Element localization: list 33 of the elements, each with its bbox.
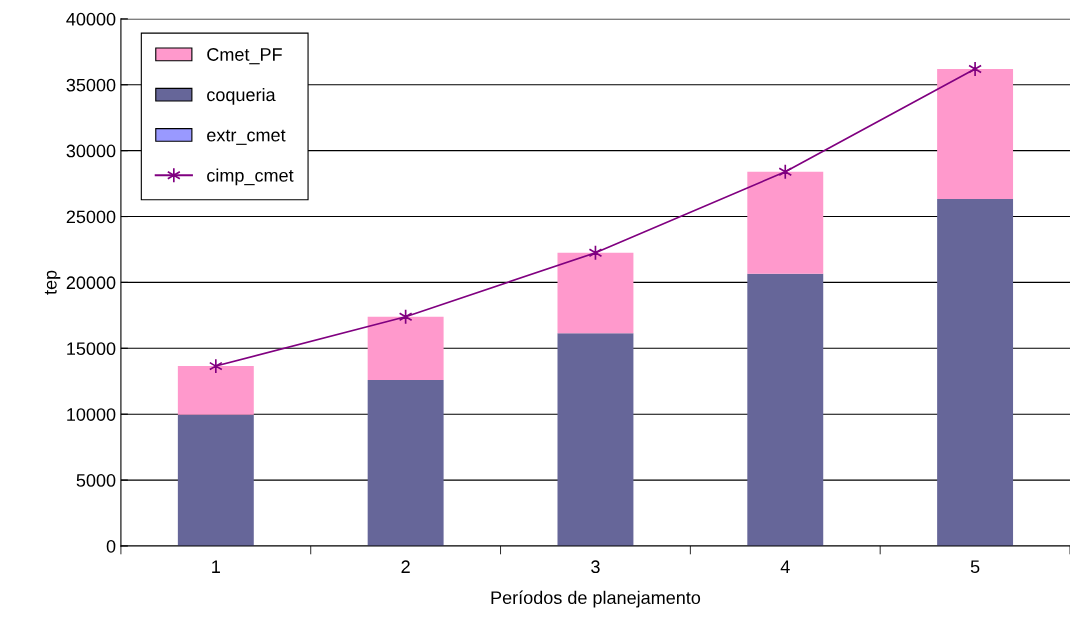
x-tick-label: 1 — [212, 560, 220, 573]
y-tick-label: 15000 — [67, 342, 116, 356]
bar — [747, 273, 824, 546]
y-tick-label: 30000 — [66, 144, 116, 158]
y-tick-label: 10000 — [67, 408, 116, 421]
bar — [557, 252, 634, 334]
y-tick-label: 5000 — [76, 474, 116, 487]
point — [778, 163, 793, 180]
y-tick-label: 20000 — [66, 276, 116, 290]
x-tick-label: 5 — [970, 560, 980, 574]
legend-label: Cmet_PF — [207, 48, 282, 65]
x-tick-label: 3 — [591, 560, 600, 574]
bar — [937, 68, 1014, 200]
bar — [747, 171, 824, 274]
y-tick-label: 40000 — [66, 12, 116, 26]
x-tick-label: 2 — [401, 560, 410, 573]
y-tick-label: 35000 — [66, 78, 116, 92]
bar — [367, 316, 444, 380]
legend-label: extr_cmet — [207, 129, 286, 145]
point — [968, 61, 982, 77]
y-axis-title: tep — [44, 270, 61, 295]
bar — [177, 366, 254, 415]
bar — [557, 333, 634, 546]
point — [208, 358, 223, 374]
y-tick-label: 25000 — [66, 210, 116, 224]
legend-label: cimp_cmet — [207, 168, 294, 186]
bar — [937, 199, 1014, 546]
bar — [177, 414, 254, 546]
x-tick-label: 4 — [780, 560, 790, 573]
legend-label: coqueria — [207, 87, 276, 105]
y-tick-label: 0 — [106, 539, 116, 553]
bar — [367, 379, 444, 546]
x-axis-title: Períodos de planejamento — [491, 590, 701, 608]
